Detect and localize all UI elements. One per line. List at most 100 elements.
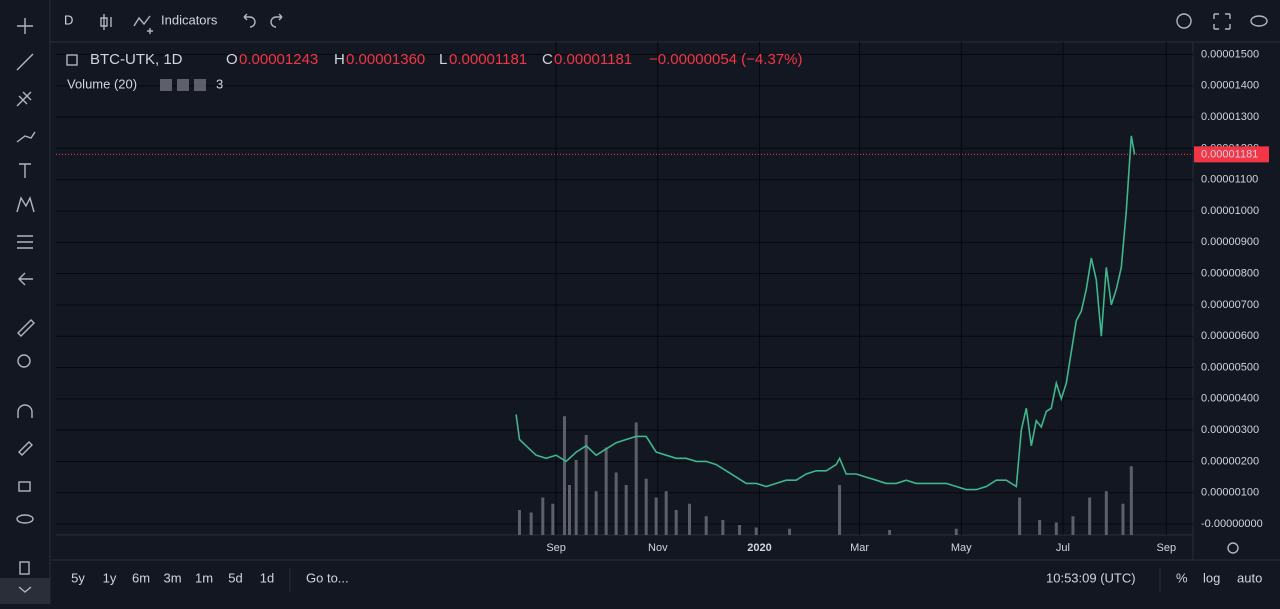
range-button[interactable]: 3m <box>163 570 181 585</box>
indicators-button[interactable]: Indicators <box>161 12 218 27</box>
collapse-legend[interactable] <box>66 54 78 66</box>
low-value: 0.00001181 <box>449 51 527 68</box>
volume-bar <box>1104 491 1108 535</box>
price-tick-label: -0.00000000 <box>1201 518 1263 530</box>
top-toolbar: D Indicators <box>64 12 1268 34</box>
volume-bar <box>624 485 628 535</box>
time-tick-label: Mar <box>850 542 869 554</box>
magnet-tool[interactable] <box>17 404 33 418</box>
goto-button[interactable]: Go to... <box>306 570 349 585</box>
collapse-button[interactable] <box>0 578 50 604</box>
volume-bar <box>1018 497 1022 535</box>
volume-bar <box>562 416 566 535</box>
volume-bar <box>1129 466 1133 535</box>
volume-bar <box>654 497 658 535</box>
price-tick-label: 0.00001100 <box>1201 174 1258 186</box>
volume-bar <box>954 528 958 535</box>
undo-button[interactable] <box>243 13 256 28</box>
draw-mode-tool[interactable] <box>18 441 33 456</box>
percent-toggle[interactable]: % <box>1176 570 1188 585</box>
time-tick-label: 2020 <box>747 542 771 554</box>
price-tick-label: 0.00000900 <box>1201 236 1259 248</box>
price-tick-label: 0.00001500 <box>1201 48 1259 60</box>
indicators-icon[interactable] <box>133 15 153 34</box>
price-tick-label: 0.00001300 <box>1201 111 1259 123</box>
volume-bar <box>664 491 668 535</box>
range-button[interactable]: 1y <box>103 570 117 585</box>
price-tick-label: 0.00000100 <box>1201 487 1259 499</box>
low-label: L <box>439 51 447 68</box>
last-price-label: 0.00001181 <box>1201 148 1258 160</box>
back-tool[interactable] <box>18 272 33 286</box>
volume-bar <box>567 485 571 535</box>
plot: 0.000015000.000014000.000013000.00001200… <box>56 42 1269 554</box>
time-tick-label: Sep <box>1157 542 1177 554</box>
change: −0.00000054 (−4.37%) <box>649 51 802 68</box>
range-button[interactable]: 1m <box>195 570 213 585</box>
volume-hide[interactable] <box>160 79 172 91</box>
time-tick-label: May <box>951 542 972 554</box>
volume-settings[interactable] <box>177 79 189 91</box>
prediction-tool[interactable] <box>17 235 33 249</box>
clock: 10:53:09 (UTC) <box>1046 570 1136 585</box>
range-button[interactable]: 6m <box>132 570 150 585</box>
price-tick-label: 0.00000500 <box>1201 361 1259 373</box>
fib-tool[interactable] <box>16 91 32 107</box>
volume-bar <box>788 528 792 535</box>
high-value: 0.00001360 <box>346 51 425 68</box>
left-toolbar <box>0 18 50 604</box>
open-label: O <box>226 51 238 68</box>
volume-bar <box>1121 503 1125 535</box>
volume-title: Volume (20) <box>67 76 137 91</box>
auto-toggle[interactable]: auto <box>1237 570 1262 585</box>
volume-bar <box>1071 516 1075 535</box>
time-tick-label: Sep <box>546 542 566 554</box>
zoom-tool[interactable] <box>17 354 31 368</box>
visibility-tool[interactable] <box>16 514 34 524</box>
fullscreen-button[interactable] <box>1213 13 1231 30</box>
bottom-bar: Go to... 10:53:09 (UTC) % log auto 5y 1y 6… <box>71 542 1262 592</box>
legend: BTC-UTK, 1D O 0.00001243 H 0.00001360 L … <box>66 51 802 91</box>
range-button[interactable]: 5y <box>71 570 85 585</box>
price-tick-label: 0.00000400 <box>1201 393 1259 405</box>
screenshot-button[interactable] <box>1250 15 1268 27</box>
price-tick-label: 0.00001400 <box>1201 80 1259 92</box>
volume-bar <box>721 520 725 535</box>
axis-settings[interactable] <box>1227 542 1239 554</box>
price-tick-label: 0.00000200 <box>1201 455 1259 467</box>
price-tick-label: 0.00000700 <box>1201 299 1259 311</box>
volume-bar <box>604 447 608 535</box>
log-toggle[interactable]: log <box>1203 570 1220 585</box>
volume-bar <box>541 497 545 535</box>
price-tick-label: 0.00000800 <box>1201 268 1259 280</box>
brush-tool[interactable] <box>16 131 36 143</box>
price-line-series <box>515 135 1136 491</box>
range-button[interactable]: 1d <box>260 570 274 585</box>
volume-bar <box>1088 497 1092 535</box>
volume-bar <box>634 422 638 535</box>
settings-button[interactable] <box>1176 13 1192 29</box>
close-value: 0.00001181 <box>554 51 632 68</box>
volume-remove[interactable] <box>194 79 206 91</box>
high-label: H <box>334 51 345 68</box>
volume-bar <box>688 503 692 535</box>
line-tool[interactable] <box>16 53 34 71</box>
price-tick-label: 0.00000300 <box>1201 424 1259 436</box>
symbol: BTC-UTK, 1D <box>90 51 183 68</box>
volume-bar <box>594 491 598 535</box>
interval-button[interactable]: D <box>64 12 73 27</box>
text-tool[interactable] <box>19 163 31 178</box>
volume-bar <box>838 485 842 535</box>
volume-bar <box>754 527 758 535</box>
volume-bar <box>1054 522 1058 535</box>
pattern-tool[interactable] <box>16 196 35 213</box>
redo-button[interactable] <box>270 13 283 28</box>
range-button[interactable]: 5d <box>228 570 242 585</box>
lock-tool[interactable] <box>18 481 31 492</box>
collapse-icon <box>18 586 32 593</box>
ruler-tool[interactable] <box>17 319 35 337</box>
trash-tool[interactable] <box>19 561 30 575</box>
price-tick-label: 0.00000600 <box>1201 330 1259 342</box>
chart-type-icon[interactable] <box>100 14 112 30</box>
crosshair-tool[interactable] <box>17 18 33 34</box>
